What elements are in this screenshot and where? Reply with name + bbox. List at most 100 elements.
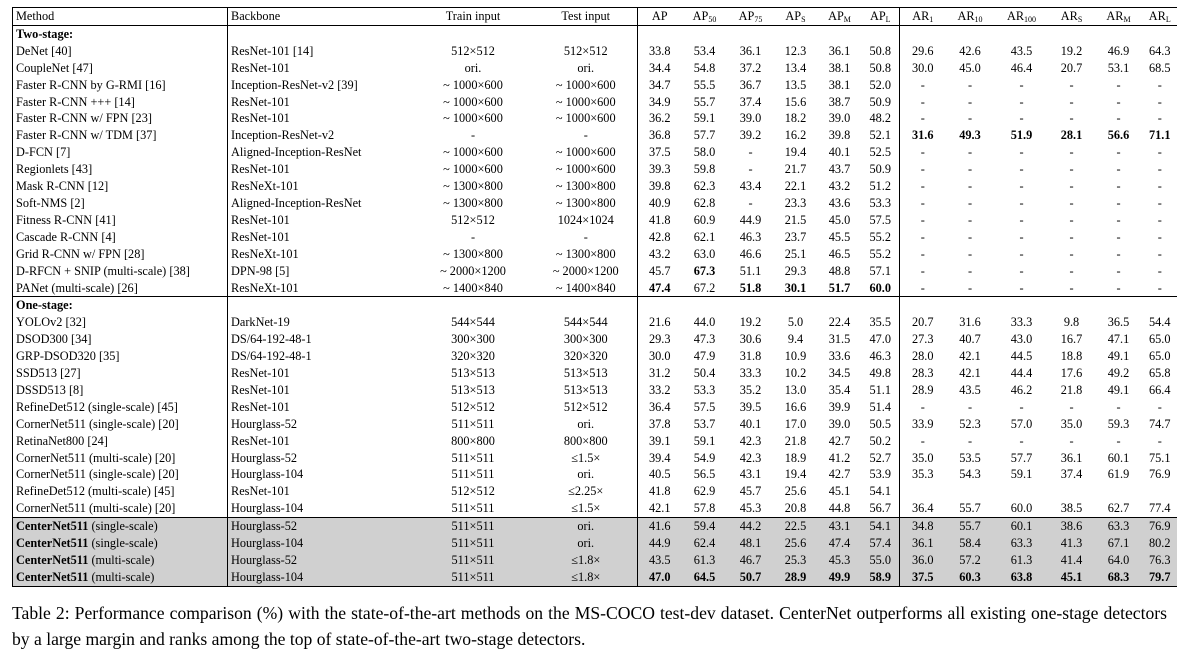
ap-value-cell: 53.7: [693, 416, 716, 431]
ap-value-cell: 39.9: [828, 399, 851, 414]
ap-value-cell: 38.7: [828, 94, 851, 109]
ar-value-cell: -: [1116, 399, 1121, 414]
ap-value-cell: 43.5: [637, 552, 682, 569]
method-cell: Faster R-CNN +++ [14]: [12, 93, 228, 111]
ar-value-cell: 61.3: [994, 552, 1049, 569]
ap-value-cell: 53.3: [861, 194, 900, 212]
ap-value-cell: 60.0: [861, 279, 900, 297]
ar-value-cell: -: [1019, 94, 1024, 109]
ap-value-cell: 50.4: [693, 366, 716, 381]
ar-value-cell: -: [1019, 212, 1024, 227]
section-title: One-stage:: [12, 296, 228, 315]
method-cell: Soft-NMS [2]: [12, 194, 228, 212]
method-cell: DSSD513 [8]: [12, 381, 228, 399]
ap-value-cell: 43.2: [828, 179, 851, 194]
ar-value-cell: -: [1116, 246, 1121, 261]
train-input-cell: 513×513: [451, 382, 495, 397]
ar-value-cell: -: [1069, 111, 1074, 126]
ap-value-cell: 18.9: [784, 450, 807, 465]
table-row: D-FCN [7] Aligned-Inception-ResNet ~ 1000×…: [12, 144, 1177, 162]
empty-cell: [818, 25, 862, 42]
ar-value-cell: 46.2: [1010, 382, 1033, 397]
ar-value-cell-bold: 63.8: [1010, 569, 1033, 584]
ar-value-cell: 38.5: [1060, 501, 1083, 516]
ar-value-cell: -: [1142, 432, 1177, 450]
empty-cell: [728, 297, 774, 314]
test-input-cell: ~ 1000×600: [534, 110, 638, 128]
ar-value-cell: 45.1: [1048, 568, 1095, 587]
ap-value-cell: 43.1: [817, 517, 862, 536]
ap-value-cell: 50.9: [861, 161, 900, 179]
ap-value-cell: 38.1: [828, 60, 851, 75]
test-input-cell: ori.: [534, 415, 638, 433]
ar-value-cell: 64.3: [1142, 42, 1177, 60]
table-body: Two-stage: DeNet [40] ResNet-101 [14] 512×5…: [12, 25, 1177, 587]
ar-value-cell: 57.2: [945, 552, 995, 569]
ap-value-cell: 46.7: [727, 552, 774, 569]
ar-value-cell: -: [1069, 212, 1074, 227]
ap-value-cell: 31.8: [739, 349, 762, 364]
ar-value-cell: 28.9: [911, 382, 934, 397]
ar-value-cell: 36.1: [899, 535, 946, 552]
header-metric: AP50: [682, 8, 728, 26]
header-metric: APL: [861, 7, 900, 26]
ap-value-cell: 48.1: [727, 535, 774, 552]
empty-cell: [1049, 297, 1095, 314]
metric-base: AP: [651, 9, 668, 23]
test-input-cell: -: [534, 127, 638, 145]
test-input-cell: ori.: [534, 535, 638, 552]
ap-value-cell: 40.5: [648, 467, 671, 482]
ap-value-cell: 34.7: [648, 77, 671, 92]
ar-value-cell: -: [967, 399, 973, 414]
ar-value-cell: -: [920, 433, 925, 448]
train-input-cell: 511×511: [451, 467, 495, 482]
ar-value-cell: -: [1116, 179, 1121, 194]
ap-value-cell: 47.4: [817, 535, 862, 552]
ap-value-cell: 39.5: [739, 399, 762, 414]
ar-value-cell: 61.9: [1107, 467, 1130, 482]
ar-value-cell: [1049, 483, 1095, 500]
ar-value-cell: -: [920, 263, 925, 278]
ap-value-cell: 47.3: [693, 332, 716, 347]
table-row: PANet (multi-scale) [26] ResNeXt-101 ~ 140…: [12, 279, 1177, 297]
empty-cell: [1142, 25, 1177, 43]
ar-value-cell: 41.4: [1048, 552, 1095, 569]
ap-value-cell: 62.9: [693, 484, 716, 499]
header-metric: APM: [818, 8, 862, 26]
ap-value-cell: 59.1: [693, 111, 716, 126]
backbone-cell: DarkNet-19: [231, 315, 290, 330]
section-title: Two-stage:: [12, 25, 228, 43]
ar-value-cell: -: [1019, 162, 1024, 177]
ap-value-cell: 20.8: [784, 501, 807, 516]
method-cell: Grid R-CNN w/ FPN [28]: [12, 245, 228, 263]
ap-value-cell: 41.8: [648, 212, 671, 227]
metric-subscript: M: [843, 15, 851, 24]
ar-value-cell: 38.6: [1048, 517, 1095, 536]
header-metric: ARM: [1095, 8, 1143, 26]
ap-value-cell: 41.2: [828, 450, 851, 465]
empty-cell: [900, 25, 946, 42]
table-row: Grid R-CNN w/ FPN [28] ResNeXt-101 ~ 1300×…: [12, 245, 1177, 263]
ar-value-cell: 37.5: [899, 568, 946, 587]
ap-value-cell: 44.8: [828, 501, 851, 516]
backbone-cell: DS/64-192-48-1: [231, 332, 312, 347]
table-row: Faster R-CNN w/ TDM [37] Inception-ResNet…: [12, 127, 1177, 145]
ar-value-cell: 59.1: [1010, 467, 1033, 482]
table-row: Faster R-CNN w/ FPN [23] ResNet-101 ~ 1000…: [12, 110, 1177, 128]
ar-value-cell: -: [1069, 229, 1074, 244]
ar-value-cell: -: [1116, 229, 1121, 244]
ar-value-cell: 31.6: [959, 315, 981, 330]
test-input-cell: ≤2.25×: [534, 483, 638, 501]
ap-value-cell: 37.4: [739, 94, 762, 109]
ap-value-cell-bold: 50.7: [739, 569, 762, 584]
empty-cell: [1142, 296, 1177, 315]
ap-value-cell: 43.7: [828, 162, 851, 177]
ap-value-cell: 50.2: [861, 432, 900, 450]
ap-value-cell: 49.8: [861, 365, 900, 382]
ap-value-cell: 43.1: [739, 467, 762, 482]
ap-value-cell: 22.4: [828, 315, 851, 330]
ar-value-cell: 34.8: [899, 517, 946, 536]
train-input-cell: 300×300: [451, 332, 495, 347]
ar-value-cell: 59.3: [1107, 416, 1130, 431]
ap-value-cell: 45.0: [828, 212, 851, 227]
